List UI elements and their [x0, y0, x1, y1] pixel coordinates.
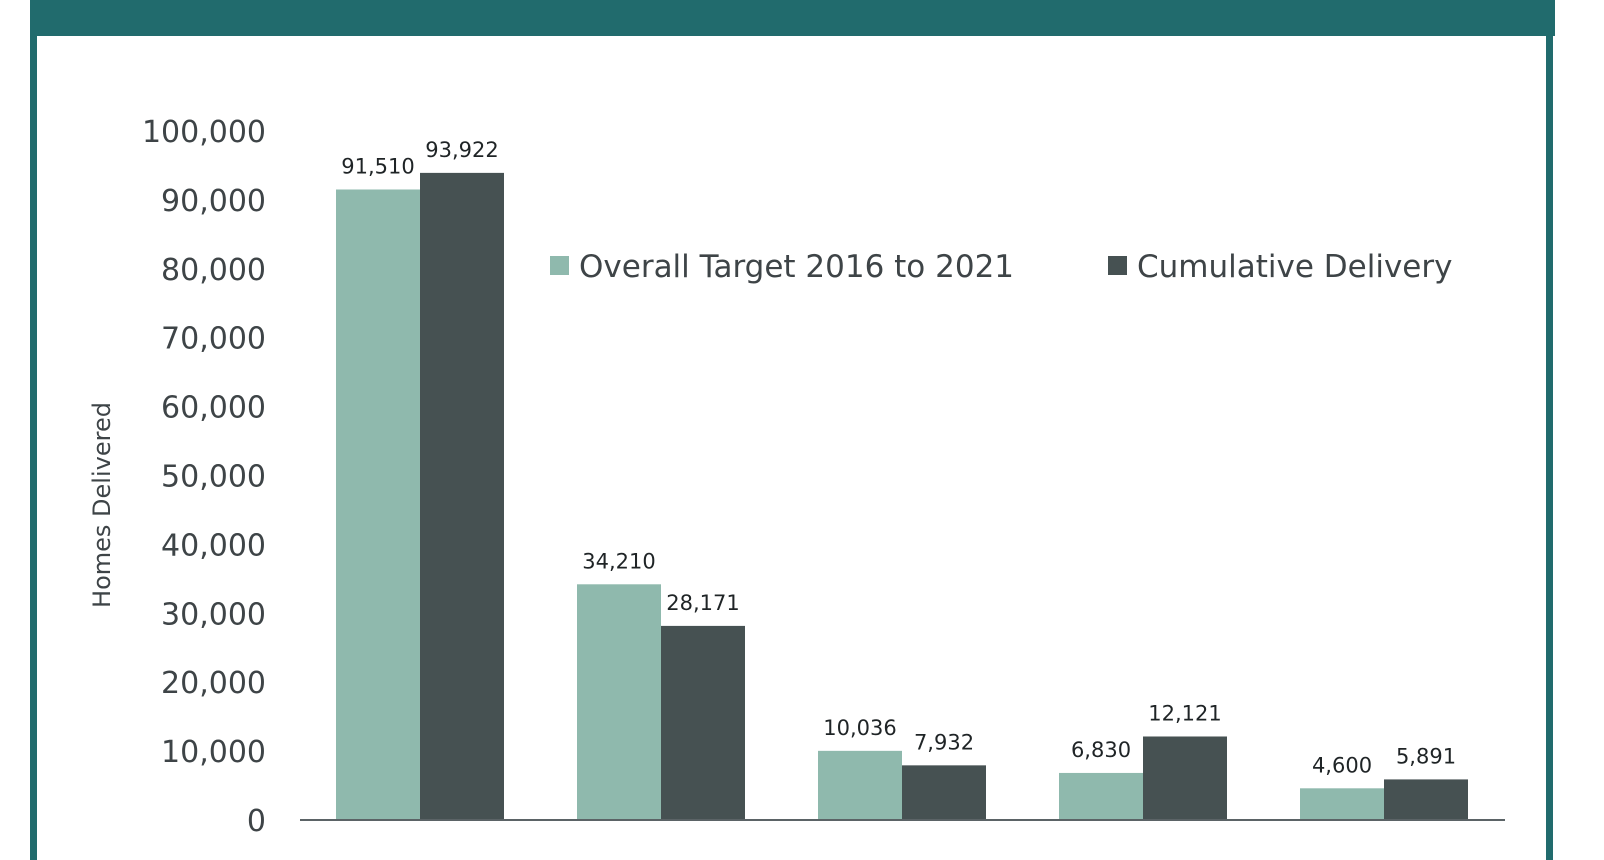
frame-right-border: [1546, 0, 1553, 860]
bar-target: [818, 750, 902, 820]
legend-label-target: Overall Target 2016 to 2021: [579, 249, 1014, 285]
data-label-delivery: 28,171: [666, 591, 739, 615]
y-axis-ticks: 0 10,000 20,000 30,000 40,000 50,000 60,000 70,…: [142, 115, 266, 839]
y-tick-label: 20,000: [161, 666, 266, 701]
bar-delivery: [902, 765, 986, 820]
y-tick-label: 40,000: [161, 528, 266, 563]
data-label-target: 91,510: [341, 154, 414, 178]
data-label-delivery: 5,891: [1396, 744, 1456, 768]
bar-delivery: [420, 172, 504, 820]
data-label-target: 34,210: [582, 549, 655, 573]
bars: [336, 172, 1468, 820]
legend-swatch-delivery: [1108, 256, 1127, 275]
bar-target: [336, 189, 420, 820]
frame-left-border: [30, 0, 37, 860]
legend-swatch-target: [550, 256, 569, 275]
y-tick-label: 70,000: [161, 322, 266, 357]
data-label-delivery: 93,922: [425, 138, 498, 162]
data-label-target: 4,600: [1312, 753, 1372, 777]
bar-delivery: [1143, 736, 1227, 820]
legend-label-delivery: Cumulative Delivery: [1137, 249, 1452, 285]
data-labels: 91,510 34,210 10,036 6,830 4,600 93,922 28,171…: [341, 138, 1456, 777]
y-tick-label: 90,000: [161, 184, 266, 219]
y-tick-label: 10,000: [161, 735, 266, 770]
bar-target: [1059, 772, 1143, 820]
data-label-target: 10,036: [823, 716, 896, 740]
frame-top-band: [30, 0, 1555, 36]
y-axis-title: Homes Delivered: [88, 402, 116, 608]
y-tick-label: 80,000: [161, 253, 266, 288]
y-tick-label: 50,000: [161, 460, 266, 495]
data-label-target: 6,830: [1071, 738, 1131, 762]
y-tick-label: 60,000: [161, 391, 266, 426]
y-tick-label: 100,000: [142, 115, 266, 150]
data-label-delivery: 12,121: [1148, 701, 1221, 725]
y-tick-label: 30,000: [161, 597, 266, 632]
legend: Overall Target 2016 to 2021 Cumulative D…: [550, 249, 1452, 285]
bar-delivery: [1384, 779, 1468, 820]
y-tick-label: 0: [247, 804, 266, 839]
bar-target: [577, 584, 661, 820]
data-label-delivery: 7,932: [914, 730, 974, 754]
bar-target: [1300, 788, 1384, 820]
bar-delivery: [661, 625, 745, 820]
